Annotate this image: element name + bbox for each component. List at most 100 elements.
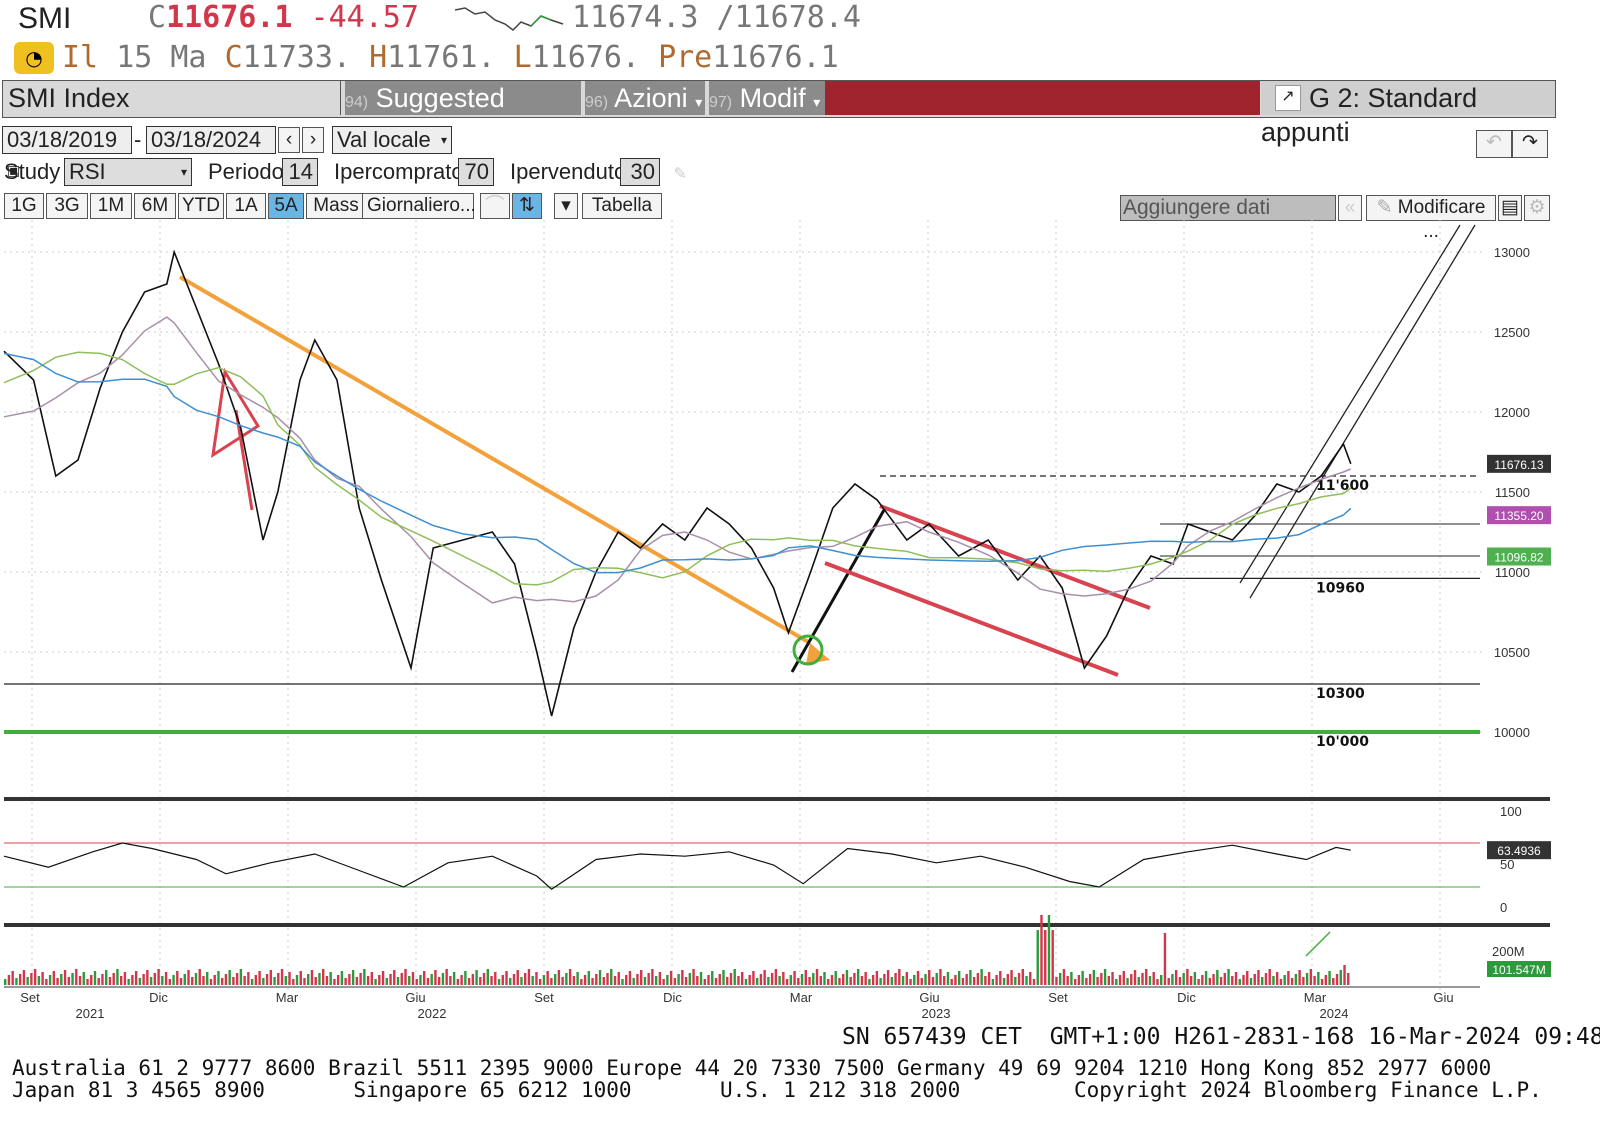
range-button-5a[interactable]: 5A [268, 193, 304, 219]
security-field[interactable]: SMI Index [5, 81, 341, 115]
volume-bar [1025, 976, 1028, 985]
volume-bar [1189, 976, 1193, 985]
volume-bar [56, 978, 59, 985]
ticker-symbol: SMI [18, 2, 72, 35]
volume-bar [254, 975, 258, 985]
volume-bar [269, 970, 273, 985]
oversold-input[interactable]: 30 [620, 158, 660, 186]
start-date-field[interactable]: 03/18/2019 ▣ [2, 126, 132, 178]
volume-bar [707, 975, 710, 985]
volume-bar [972, 977, 976, 985]
prev-range-button[interactable]: ‹ [278, 127, 300, 153]
volume-bar [105, 970, 108, 985]
volume-bar [381, 971, 385, 985]
volume-bar [116, 969, 119, 985]
volume-bar [1130, 974, 1133, 985]
accent-bar [825, 81, 1260, 115]
volume-bar [1339, 970, 1342, 985]
range-button-3g[interactable]: 3G [46, 193, 88, 219]
volume-bar [1320, 979, 1324, 985]
volume-bar [314, 977, 317, 985]
range-button-mass[interactable]: Mass [306, 193, 366, 219]
volume-bar [400, 973, 403, 985]
volume-bar [1156, 979, 1159, 985]
add-data-input[interactable]: Aggiungere dati [1120, 195, 1336, 221]
volume-bar [408, 976, 411, 985]
next-range-button[interactable]: › [302, 127, 324, 153]
volume-bar [651, 969, 654, 985]
gauge-icon[interactable]: ◔ [14, 42, 54, 74]
modify-button[interactable]: ✎ Modificare ... [1366, 195, 1496, 242]
volume-bar [1111, 972, 1114, 985]
volume-bar [755, 978, 759, 985]
azioni-menu[interactable]: 96) Azioni ▾ [585, 81, 705, 115]
volume-bar [1051, 930, 1054, 985]
volume-bar [636, 974, 639, 985]
chart-style-button[interactable]: ⌒ [480, 193, 510, 219]
volume-bar [239, 969, 243, 985]
chart-type-dropdown[interactable]: ▾ [554, 193, 578, 219]
pencil-icon[interactable]: ✎ [674, 160, 687, 184]
volume-bar [1055, 977, 1058, 985]
calendar-icon[interactable]: ▣ [7, 162, 21, 178]
volume-bar [931, 977, 935, 985]
volume-bar [63, 970, 67, 985]
volume-bar [250, 979, 254, 985]
overbought-input[interactable]: 70 [458, 158, 494, 186]
range-button-1m[interactable]: 1M [90, 193, 132, 219]
volume-bar [1275, 972, 1279, 985]
ma-tag [1487, 547, 1551, 566]
currency-select[interactable]: Val locale ▾ [332, 126, 452, 154]
level-label: 11'600 [1316, 478, 1369, 494]
phones-line-2: Japan 81 3 4565 8900 Singapore 65 6212 1… [12, 1078, 1542, 1102]
volume-bar [666, 975, 669, 985]
collapse-button[interactable]: « [1338, 195, 1362, 221]
annotations-icon[interactable]: ▤ [1498, 195, 1522, 221]
export-icon[interactable]: ↗ [1275, 85, 1301, 111]
volume-bar [1249, 978, 1253, 985]
volume-bar [871, 975, 875, 985]
table-button[interactable]: Tabella [582, 193, 662, 219]
x-tick-label: Giu [919, 990, 939, 1005]
undo-button[interactable]: ↶ [1476, 130, 1512, 158]
volume-bar [950, 979, 953, 985]
volume-bar [1212, 974, 1215, 985]
modif-menu[interactable]: 97) Modif ▾ [709, 81, 825, 115]
volume-bar [1062, 969, 1066, 985]
settings-icon[interactable]: ⚙ [1524, 195, 1550, 221]
template-selector[interactable]: ↗ G 2: Standard appunti [1261, 81, 1555, 147]
volume-bar [823, 972, 826, 985]
study-select[interactable]: RSI ▾ [64, 158, 192, 186]
range-button-ytd[interactable]: YTD [178, 193, 224, 219]
volume-bar [82, 972, 85, 985]
volume-bar [1029, 972, 1032, 985]
volume-bar [176, 971, 179, 985]
end-date-field[interactable]: 03/18/2024 ▣ [146, 126, 276, 178]
period-input[interactable]: 14 [282, 158, 318, 186]
price-chart[interactable]: 11'600 10960 10300 10'000 13000 12500 12000 11… [0, 220, 1600, 1025]
volume-bar [935, 973, 938, 985]
volume-bar [299, 971, 302, 985]
volume-bar [1279, 979, 1283, 985]
impulse-line [790, 509, 886, 673]
volume-bar [681, 970, 684, 985]
volume-bar [561, 977, 564, 985]
volume-bar [213, 975, 216, 985]
x-tick-label: Mar [1304, 990, 1327, 1005]
volume-bar [497, 979, 501, 985]
range-button-1g[interactable]: 1G [4, 193, 44, 219]
volume-arrow [1305, 931, 1331, 957]
range-button-1a[interactable]: 1A [226, 193, 266, 219]
channel-lower [824, 561, 1119, 677]
redo-button[interactable]: ↷ [1512, 130, 1548, 158]
chart-type-button[interactable]: ⇅ [512, 193, 542, 219]
volume-bar [60, 974, 63, 985]
volume-bar [538, 979, 542, 985]
suggested-charts-menu[interactable]: 94) Suggested Charts ▾ [345, 81, 581, 152]
volume-bar [1058, 973, 1062, 985]
volume-bar [1290, 978, 1294, 985]
volume-bar [183, 974, 186, 985]
volume-bar [733, 969, 736, 985]
frequency-select[interactable]: Giornaliero... [362, 193, 476, 219]
range-button-6m[interactable]: 6M [134, 193, 176, 219]
